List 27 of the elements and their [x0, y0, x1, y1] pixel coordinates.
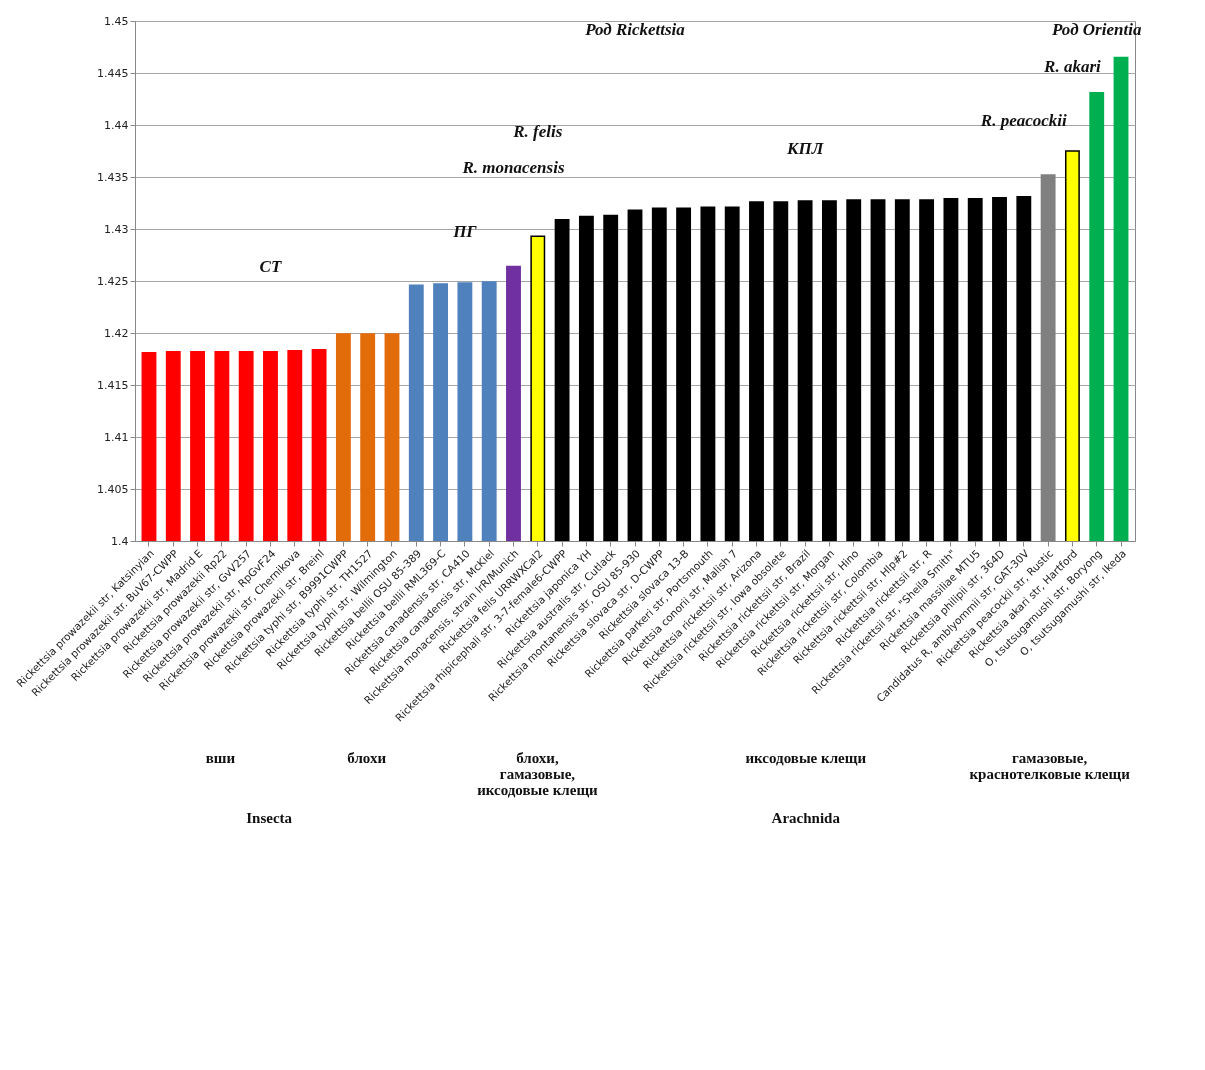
y-tick-label: 1.405: [97, 482, 129, 496]
annotation: Род Rickettsia: [584, 20, 686, 40]
text: блохи: [347, 750, 387, 766]
y-tick-label: 1.425: [97, 274, 129, 288]
text: вши: [205, 750, 236, 766]
text: Insecta: [246, 810, 293, 826]
y-tick-label: 1.4: [111, 534, 129, 548]
annotation: КПЛ: [785, 139, 825, 159]
y-tick-label: 1.43: [104, 222, 129, 236]
y-tick-label: 1.435: [97, 170, 129, 184]
y-tick-label: 1.44: [104, 118, 129, 132]
text: гамазовые, краснотелковые клещи: [969, 750, 1131, 782]
y-tick-label: 1.445: [97, 66, 129, 80]
text: блохи, гамазовые, иксодовые клещи: [477, 750, 599, 798]
annotation: R. felis: [512, 121, 563, 141]
annotation: R. peacockii: [979, 111, 1068, 131]
annotation: R. monacensis: [461, 158, 565, 177]
annotation: Род Orientia: [1051, 20, 1142, 40]
text: иксодовые клещи: [745, 750, 867, 766]
y-tick-label: 1.42: [104, 326, 129, 340]
y-tick-label: 1.45: [104, 14, 129, 28]
y-tick-label: 1.415: [97, 378, 129, 392]
text: Arachnida: [771, 810, 841, 826]
annotation: R. akari: [1043, 57, 1102, 77]
annotation: СТ: [259, 256, 282, 276]
annotation: ПГ: [452, 222, 478, 242]
y-tick-label: 1.41: [104, 430, 129, 444]
